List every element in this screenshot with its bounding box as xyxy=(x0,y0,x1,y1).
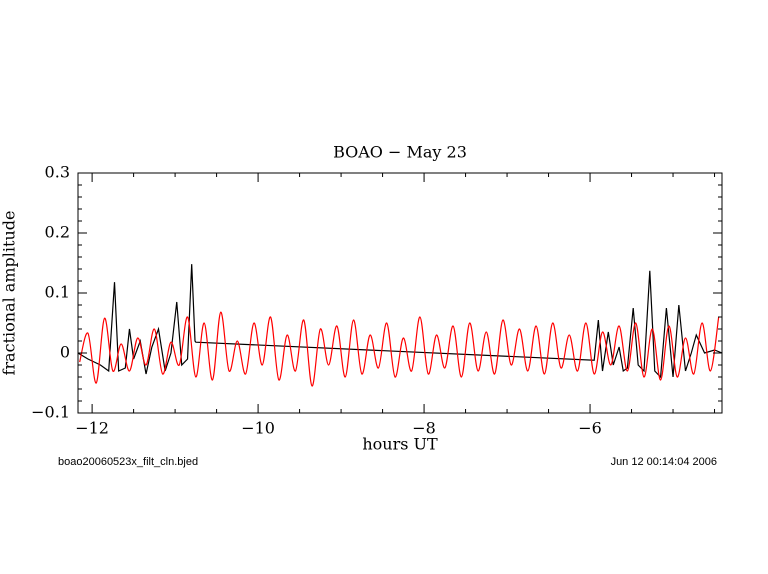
x-tick-label: −6 xyxy=(578,419,602,438)
series-line xyxy=(78,264,722,379)
x-tick-label: −12 xyxy=(75,419,109,438)
y-tick-label: 0.3 xyxy=(45,163,70,182)
x-tick-label: −10 xyxy=(241,419,275,438)
x-tick-label: −8 xyxy=(412,419,436,438)
y-axis-label: fractional amplitude xyxy=(0,211,19,376)
chart-title: BOAO − May 23 xyxy=(333,143,467,162)
x-axis-label: hours UT xyxy=(362,435,438,454)
y-tick-label: 0.1 xyxy=(45,283,70,302)
y-tick-label: 0 xyxy=(60,343,70,362)
footer-left: boao20060523x_filt_cln.bjed xyxy=(58,456,198,468)
y-tick-label: −0.1 xyxy=(31,403,70,422)
plot-frame xyxy=(77,172,723,414)
footer-right: Jun 12 00:14:04 2006 xyxy=(611,456,717,468)
y-tick-label: 0.2 xyxy=(45,223,70,242)
series-group xyxy=(78,264,722,387)
series-line xyxy=(79,311,720,387)
